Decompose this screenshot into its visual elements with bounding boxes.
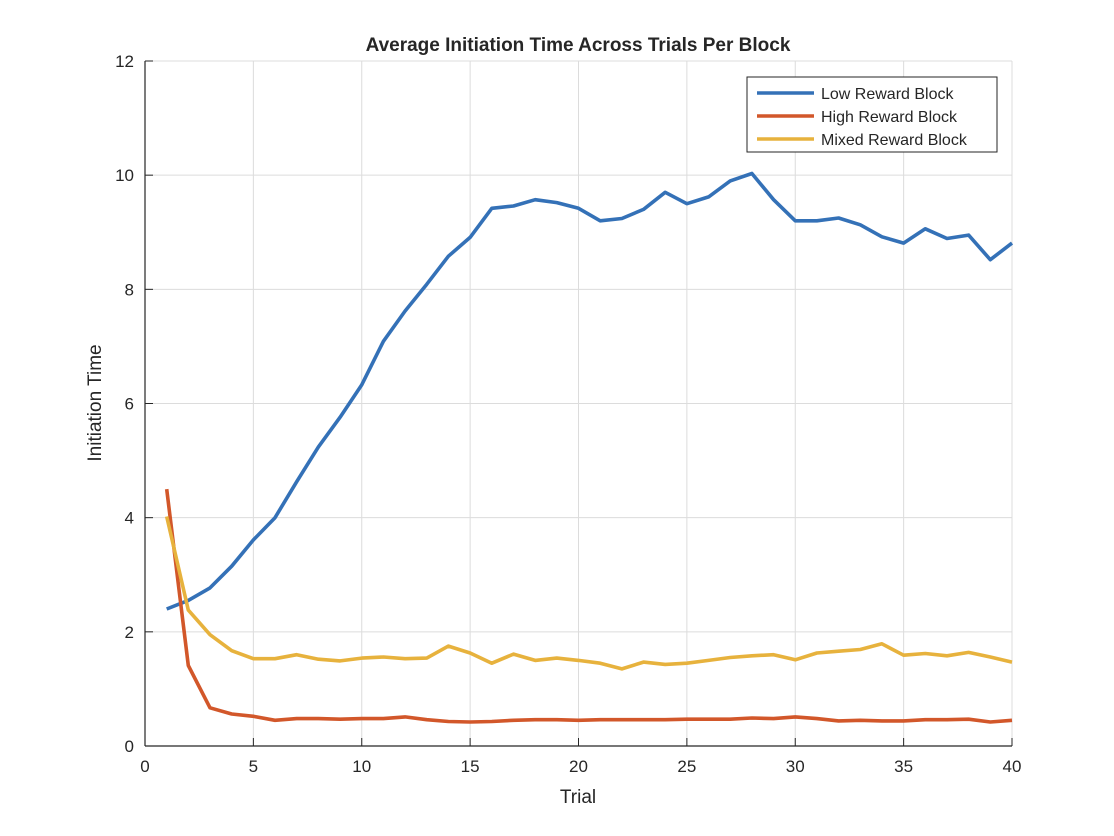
y-ticks: 0 2 4 6 8 10 12 bbox=[115, 52, 153, 756]
x-axis-label: Trial bbox=[560, 787, 596, 808]
y-tick-label: 12 bbox=[115, 52, 134, 71]
legend: Low Reward Block High Reward Block Mixed R… bbox=[746, 76, 998, 153]
x-ticks: 0 5 10 15 20 25 30 35 40 bbox=[140, 738, 1021, 776]
legend-label: Low Reward Block bbox=[821, 86, 955, 103]
chart-title: Average Initiation Time Across Trials Pe… bbox=[366, 35, 791, 56]
series-line-1 bbox=[166, 171, 1014, 611]
y-tick-label: 8 bbox=[125, 280, 134, 299]
x-tick-label: 0 bbox=[140, 757, 149, 776]
x-tick-label: 5 bbox=[249, 757, 258, 776]
x-tick-label: 35 bbox=[894, 757, 913, 776]
x-tick-label: 10 bbox=[352, 757, 371, 776]
y-tick-label: 0 bbox=[125, 737, 134, 756]
x-tick-label: 15 bbox=[461, 757, 480, 776]
y-axis-label: Initiation Time bbox=[85, 344, 106, 461]
x-tick-label: 25 bbox=[677, 757, 696, 776]
legend-label: Mixed Reward Block bbox=[821, 132, 968, 149]
y-tick-label: 2 bbox=[125, 623, 134, 642]
series-layer bbox=[164, 171, 1014, 724]
x-tick-label: 20 bbox=[569, 757, 588, 776]
y-tick-label: 6 bbox=[125, 395, 134, 414]
series-line-3 bbox=[164, 516, 1013, 671]
series-line-2 bbox=[164, 488, 1013, 724]
y-tick-label: 10 bbox=[115, 166, 134, 185]
legend-label: High Reward Block bbox=[821, 109, 958, 126]
x-tick-label: 30 bbox=[786, 757, 805, 776]
y-tick-label: 4 bbox=[125, 509, 134, 528]
x-tick-label: 40 bbox=[1003, 757, 1022, 776]
